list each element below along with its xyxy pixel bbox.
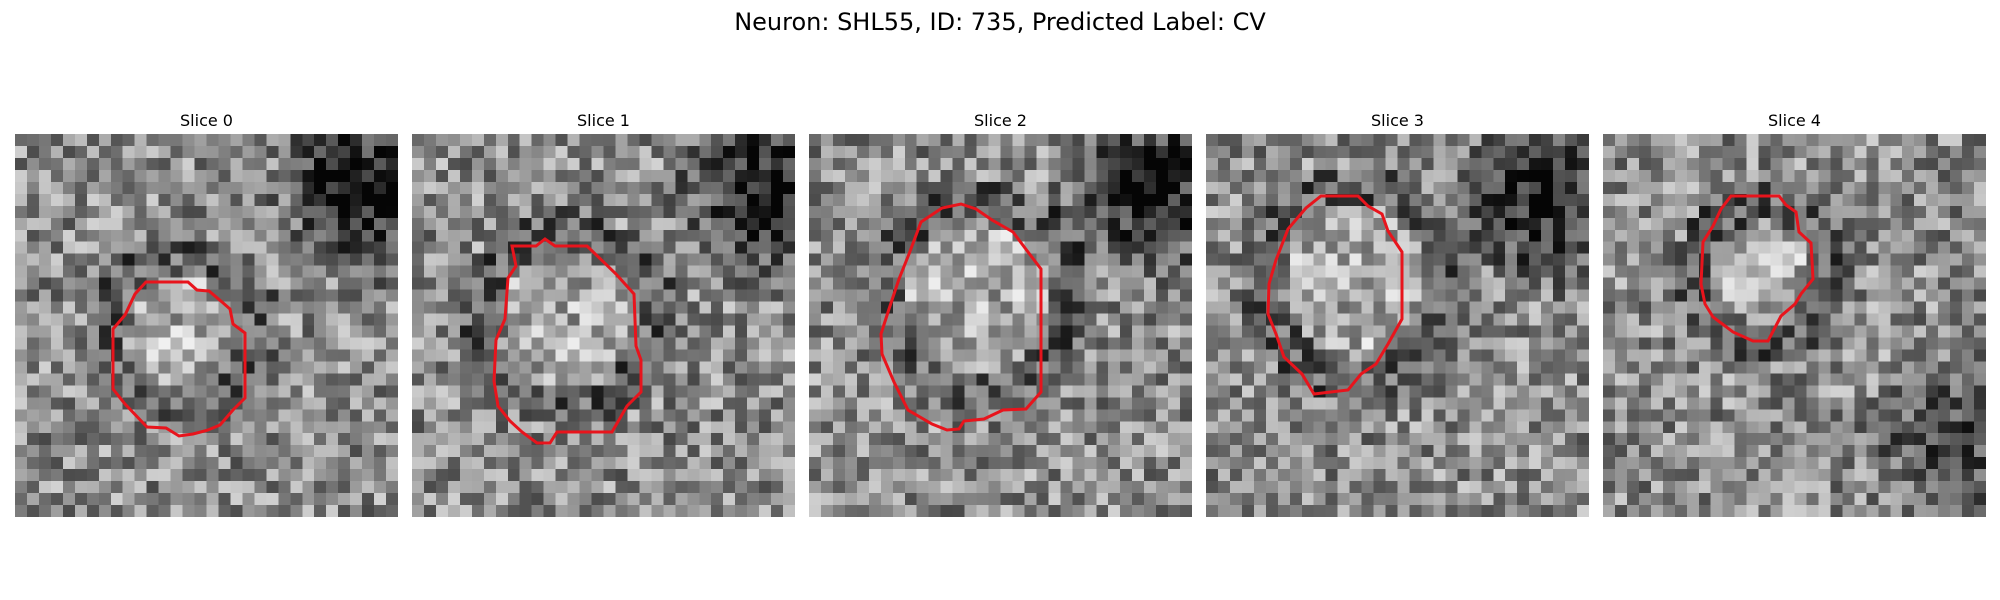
contour-overlay: [1699, 194, 1815, 343]
contour-overlay: [1266, 194, 1404, 396]
slice-panel-3: Slice 3: [1206, 108, 1589, 517]
slice-title: Slice 4: [1768, 111, 1821, 130]
slice-canvas: [15, 134, 398, 517]
slice-image: [809, 134, 1192, 517]
slice-panel-4: Slice 4: [1603, 108, 1986, 517]
contour-overlay: [879, 202, 1043, 432]
contour-overlay: [492, 237, 643, 445]
slice-title: Slice 0: [180, 111, 233, 130]
slice-image: [1206, 134, 1589, 517]
slice-canvas: [1603, 134, 1986, 517]
slice-image: [15, 134, 398, 517]
slice-canvas: [809, 134, 1192, 517]
slice-panel-1: Slice 1: [412, 108, 795, 517]
segmentation-contour: [879, 202, 1043, 432]
segmentation-contour: [492, 237, 643, 445]
slice-canvas: [412, 134, 795, 517]
slice-title: Slice 3: [1371, 111, 1424, 130]
slice-image: [412, 134, 795, 517]
slice-panel-0: Slice 0: [15, 108, 398, 517]
slice-title: Slice 2: [974, 111, 1027, 130]
slice-title: Slice 1: [577, 111, 630, 130]
segmentation-contour: [1699, 194, 1815, 343]
figure-title: Neuron: SHL55, ID: 735, Predicted Label:…: [734, 8, 1266, 36]
slice-image: [1603, 134, 1986, 517]
slice-panel-2: Slice 2: [809, 108, 1192, 517]
segmentation-contour: [1266, 194, 1404, 396]
segmentation-contour: [111, 280, 247, 438]
contour-overlay: [111, 280, 247, 438]
